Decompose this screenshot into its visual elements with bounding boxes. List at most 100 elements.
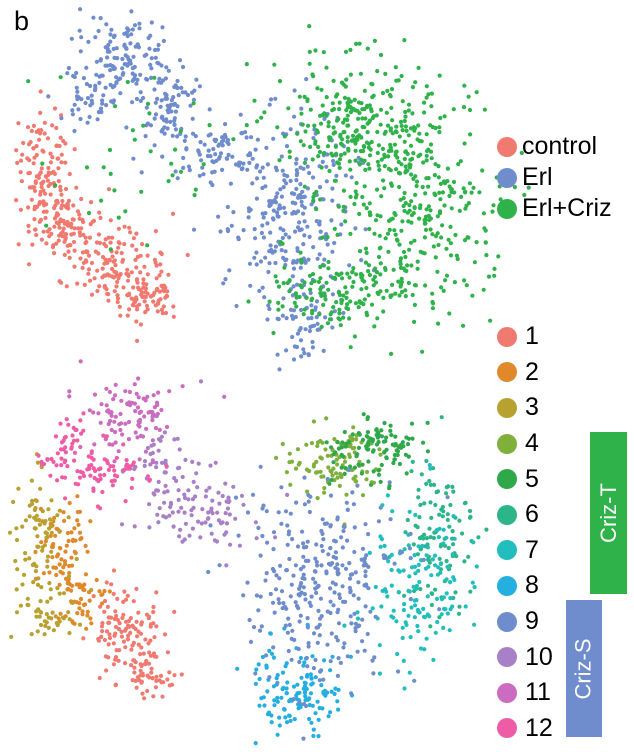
cluster-point — [357, 432, 362, 437]
cluster-point — [305, 489, 310, 494]
cluster-point — [39, 540, 44, 545]
cluster-point — [434, 528, 439, 533]
condition-point — [101, 93, 106, 98]
condition-point — [72, 248, 77, 253]
cluster-point — [167, 670, 172, 675]
condition-point — [98, 57, 103, 62]
condition-point — [267, 261, 272, 266]
condition-point — [389, 105, 394, 110]
condition-point — [162, 131, 167, 136]
cluster-point — [429, 591, 434, 596]
condition-point — [191, 101, 196, 106]
condition-point — [131, 54, 136, 59]
condition-point — [282, 134, 287, 139]
condition-point — [403, 164, 408, 169]
condition-point — [275, 214, 280, 219]
condition-point — [52, 171, 58, 176]
condition-point — [258, 259, 264, 264]
condition-point — [362, 158, 367, 163]
condition-point — [172, 116, 177, 121]
condition-point — [326, 266, 331, 271]
condition-point — [413, 80, 418, 85]
cluster-point — [137, 457, 142, 462]
cluster-point — [450, 529, 455, 534]
cluster-point — [425, 449, 430, 454]
cluster-point — [69, 563, 75, 568]
condition-point — [69, 225, 74, 230]
condition-point — [394, 149, 399, 154]
cluster-point — [359, 471, 364, 476]
cluster-point — [42, 619, 48, 624]
cluster-point — [71, 537, 76, 542]
cluster-point — [61, 591, 67, 596]
cluster-point — [151, 413, 156, 418]
cluster-point — [154, 678, 159, 684]
cluster-point — [107, 389, 112, 395]
condition-point — [403, 149, 408, 154]
condition-point — [360, 194, 365, 200]
condition-point — [378, 261, 383, 266]
condition-point — [334, 173, 339, 178]
condition-point — [206, 133, 211, 138]
condition-point — [26, 262, 32, 267]
cluster-point — [404, 435, 409, 440]
cluster-point — [91, 410, 96, 415]
cluster-point — [156, 479, 161, 484]
cluster-point — [302, 660, 307, 665]
condition-point — [143, 310, 148, 315]
cluster-point — [203, 494, 208, 499]
cluster-point — [134, 619, 139, 624]
cluster-point — [450, 604, 455, 609]
cluster-point — [245, 580, 250, 585]
cluster-point — [356, 624, 361, 629]
condition-point — [320, 235, 325, 240]
condition-point — [86, 39, 91, 45]
cluster-point — [269, 720, 274, 725]
cluster-point — [75, 518, 80, 523]
condition-point — [346, 123, 351, 128]
condition-point — [423, 283, 428, 288]
cluster-point — [133, 430, 138, 435]
condition-point — [34, 232, 39, 238]
condition-point — [134, 247, 139, 252]
condition-point — [430, 306, 435, 311]
cluster-point — [76, 482, 81, 487]
cluster-point — [135, 435, 140, 440]
condition-point — [127, 60, 132, 65]
cluster-point — [53, 434, 59, 439]
cluster-point — [372, 655, 377, 660]
cluster-point — [75, 438, 80, 443]
condition-point — [163, 295, 168, 300]
cluster-point — [224, 530, 229, 535]
condition-point — [330, 153, 335, 158]
cluster-point — [179, 672, 184, 677]
cluster-point — [147, 614, 152, 619]
cluster-point — [136, 419, 141, 424]
cluster-legend-item: 12 — [497, 711, 553, 747]
cluster-point — [365, 415, 370, 420]
cluster-point — [164, 424, 170, 430]
condition-point — [134, 304, 140, 309]
cluster-point — [79, 431, 84, 436]
cluster-point — [315, 584, 320, 590]
condition-point — [292, 300, 297, 305]
condition-point — [429, 156, 434, 161]
cluster-point — [48, 473, 53, 478]
condition-point — [366, 293, 371, 298]
condition-point — [382, 164, 387, 169]
cluster-point — [172, 609, 177, 615]
cluster-point — [305, 625, 310, 630]
condition-point — [312, 279, 317, 284]
condition-point — [409, 172, 414, 177]
condition-point — [163, 76, 168, 81]
cluster-point — [162, 500, 167, 505]
cluster-point — [153, 426, 159, 431]
condition-point — [220, 167, 225, 172]
cluster-point — [124, 463, 129, 469]
condition-point — [410, 156, 415, 161]
condition-point — [412, 238, 417, 243]
cluster-point — [417, 515, 422, 520]
cluster-point — [425, 420, 430, 425]
condition-point — [397, 184, 402, 190]
condition-point — [134, 231, 139, 236]
